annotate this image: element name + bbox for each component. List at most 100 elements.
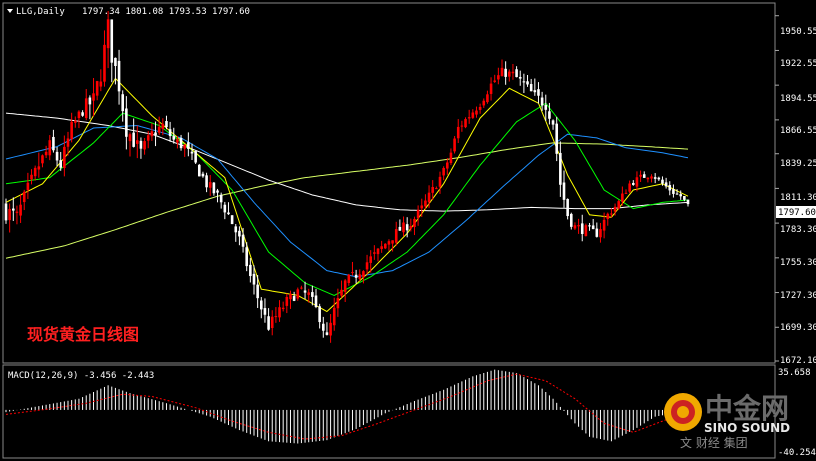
- candle-body: [533, 90, 537, 93]
- candle-body: [467, 117, 471, 119]
- candle-body: [486, 94, 489, 103]
- candle-body: [11, 208, 15, 211]
- candle: [114, 57, 117, 85]
- candle: [314, 288, 318, 309]
- candle-body: [230, 215, 234, 225]
- candle-body: [66, 138, 70, 147]
- candle: [456, 119, 460, 144]
- candle-body: [238, 230, 241, 237]
- candle-body: [201, 173, 205, 177]
- candle-body: [402, 222, 405, 233]
- candle: [340, 280, 343, 298]
- candle-body: [529, 84, 533, 92]
- candle-body: [321, 323, 325, 331]
- candle: [125, 96, 128, 150]
- candle-body: [245, 247, 249, 267]
- candle-body: [99, 81, 103, 87]
- candle: [438, 171, 442, 194]
- symbol-dropdown-icon[interactable]: [7, 9, 13, 13]
- candle: [343, 279, 347, 303]
- candle: [77, 110, 81, 129]
- candle: [471, 109, 475, 119]
- candle: [303, 281, 307, 300]
- candle-body: [336, 298, 340, 309]
- candle: [624, 189, 628, 194]
- candle: [486, 90, 489, 104]
- candle-body: [383, 243, 387, 249]
- candle: [95, 80, 99, 101]
- candle: [464, 117, 467, 129]
- candle-body: [617, 201, 621, 209]
- candle-body: [37, 166, 41, 170]
- candle-body: [274, 316, 278, 318]
- candle-body: [197, 164, 201, 177]
- candle-body: [373, 252, 376, 254]
- candle: [504, 61, 507, 85]
- logo-english: SINO SOUND: [704, 421, 790, 435]
- candle-body: [427, 192, 431, 203]
- candle-body: [212, 182, 216, 194]
- candle-body: [569, 213, 573, 227]
- candle: [88, 95, 92, 120]
- candle: [416, 205, 420, 226]
- candle: [453, 136, 456, 154]
- candle: [238, 226, 241, 246]
- candle-body: [497, 75, 500, 80]
- candle: [11, 197, 15, 221]
- candle: [515, 66, 518, 78]
- candle-body: [103, 44, 106, 82]
- candle-body: [526, 81, 529, 85]
- candle: [84, 89, 88, 121]
- candle-body: [602, 219, 606, 231]
- candle: [208, 175, 212, 196]
- candle: [292, 291, 296, 302]
- candle-body: [30, 174, 33, 180]
- price-tick: 1894.55: [780, 94, 816, 104]
- candle: [402, 216, 405, 237]
- candle: [526, 74, 529, 87]
- candle: [664, 177, 668, 189]
- candle-body: [358, 274, 362, 279]
- sino-sound-logo: 中金网 SINO SOUND 文 财经 集团: [664, 392, 790, 450]
- candle: [478, 103, 482, 114]
- candle-body: [405, 224, 409, 231]
- candle: [183, 143, 187, 157]
- candle: [325, 322, 329, 336]
- candle-body: [416, 209, 420, 219]
- candle: [493, 74, 497, 83]
- candle: [351, 261, 354, 276]
- candle-body: [205, 175, 208, 188]
- candle: [617, 199, 621, 210]
- candle-body: [252, 273, 256, 285]
- main-pane-frame: [2, 2, 776, 364]
- candle: [41, 154, 44, 168]
- candle: [413, 216, 416, 236]
- candle-body: [537, 89, 540, 96]
- candle-body: [187, 142, 190, 149]
- candle: [686, 199, 690, 207]
- candle-body: [551, 120, 555, 125]
- candle: [161, 118, 165, 136]
- candle-body: [548, 111, 551, 119]
- candle: [172, 127, 176, 144]
- candle: [405, 217, 409, 238]
- candle-body: [409, 226, 413, 229]
- candle: [66, 131, 70, 156]
- candle-body: [340, 289, 343, 296]
- candle-body: [686, 199, 690, 205]
- candle: [216, 188, 219, 203]
- candle-body: [621, 193, 624, 202]
- candle: [562, 170, 566, 208]
- candle: [289, 290, 292, 309]
- candle-body: [95, 81, 99, 96]
- candlesticks: [4, 10, 690, 343]
- candle: [639, 170, 642, 183]
- candle-body: [646, 177, 650, 180]
- candle: [63, 135, 66, 177]
- candle-body: [106, 19, 110, 49]
- candle: [683, 195, 686, 202]
- candle-body: [296, 289, 300, 299]
- candle-body: [584, 225, 588, 237]
- candle: [121, 90, 125, 122]
